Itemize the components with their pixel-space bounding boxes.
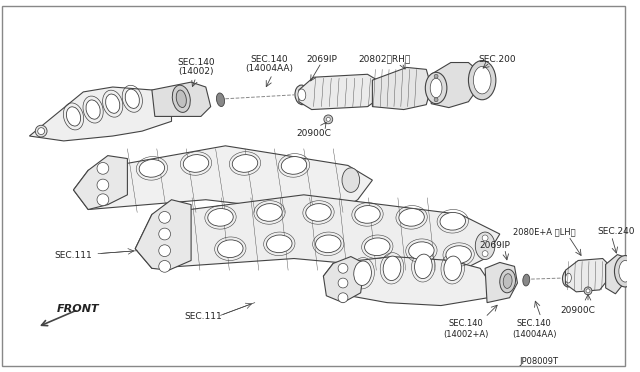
Polygon shape [605, 254, 625, 294]
Polygon shape [135, 195, 500, 273]
Text: 20900C: 20900C [296, 129, 331, 138]
Ellipse shape [298, 89, 306, 101]
Polygon shape [135, 200, 191, 270]
Ellipse shape [316, 235, 341, 253]
Ellipse shape [482, 235, 488, 241]
Ellipse shape [619, 260, 632, 282]
Ellipse shape [399, 209, 424, 226]
Text: (14002): (14002) [179, 67, 214, 76]
Ellipse shape [183, 155, 209, 172]
Ellipse shape [97, 194, 109, 206]
Ellipse shape [523, 274, 530, 286]
Text: (14002+A): (14002+A) [443, 330, 488, 339]
Polygon shape [431, 62, 480, 108]
Ellipse shape [106, 94, 120, 113]
Ellipse shape [440, 212, 465, 230]
Ellipse shape [614, 256, 636, 287]
Polygon shape [299, 74, 378, 110]
Ellipse shape [125, 89, 140, 108]
Polygon shape [323, 257, 490, 305]
Ellipse shape [159, 211, 170, 223]
Ellipse shape [584, 287, 592, 295]
Text: SEC.200: SEC.200 [478, 55, 516, 64]
Ellipse shape [159, 228, 170, 240]
Text: FRONT: FRONT [57, 304, 100, 314]
Polygon shape [152, 82, 211, 116]
Text: SEC.240: SEC.240 [598, 227, 636, 236]
Ellipse shape [338, 278, 348, 288]
Text: 2069IP: 2069IP [479, 241, 510, 250]
Ellipse shape [342, 168, 360, 192]
Ellipse shape [208, 209, 233, 226]
Ellipse shape [586, 289, 590, 293]
Text: SEC.140: SEC.140 [177, 58, 215, 67]
Ellipse shape [67, 107, 81, 126]
Ellipse shape [468, 61, 496, 100]
Ellipse shape [338, 263, 348, 273]
Text: 2069IP: 2069IP [306, 55, 337, 64]
Text: 20900C: 20900C [561, 305, 596, 315]
Text: 2080E+A 〈LH〉: 2080E+A 〈LH〉 [513, 227, 575, 236]
Ellipse shape [139, 160, 164, 177]
Text: (14004AA): (14004AA) [512, 330, 556, 339]
Ellipse shape [354, 261, 371, 285]
Ellipse shape [383, 256, 401, 280]
Ellipse shape [482, 251, 488, 257]
Ellipse shape [409, 242, 434, 260]
Ellipse shape [426, 72, 447, 104]
Ellipse shape [267, 235, 292, 253]
Ellipse shape [446, 246, 472, 263]
Ellipse shape [474, 67, 491, 94]
Ellipse shape [563, 269, 574, 287]
Ellipse shape [97, 163, 109, 174]
Polygon shape [29, 87, 172, 141]
Ellipse shape [476, 232, 495, 260]
Ellipse shape [355, 206, 380, 223]
Ellipse shape [566, 273, 572, 283]
Text: SEC.140: SEC.140 [448, 319, 483, 328]
Ellipse shape [415, 254, 432, 279]
Ellipse shape [159, 245, 170, 257]
Text: SEC.111: SEC.111 [54, 251, 92, 260]
Text: SEC.140: SEC.140 [251, 55, 288, 64]
Polygon shape [74, 155, 127, 209]
Ellipse shape [365, 238, 390, 256]
Polygon shape [74, 146, 372, 214]
Ellipse shape [282, 157, 307, 174]
Ellipse shape [444, 256, 461, 280]
Ellipse shape [38, 128, 45, 135]
Ellipse shape [306, 203, 332, 221]
Text: (14004AA): (14004AA) [246, 64, 294, 74]
Ellipse shape [338, 293, 348, 302]
Text: 20802〈RH〉: 20802〈RH〉 [358, 55, 410, 64]
Ellipse shape [216, 93, 225, 106]
Ellipse shape [500, 269, 515, 293]
Ellipse shape [434, 74, 438, 78]
Ellipse shape [430, 78, 442, 98]
Ellipse shape [218, 240, 243, 257]
Ellipse shape [172, 85, 190, 112]
Text: SEC.140: SEC.140 [516, 319, 552, 328]
Ellipse shape [86, 100, 100, 119]
Ellipse shape [176, 90, 186, 108]
Text: JP08009T: JP08009T [520, 356, 559, 366]
Ellipse shape [35, 125, 47, 137]
Ellipse shape [97, 179, 109, 191]
Ellipse shape [159, 260, 170, 272]
Ellipse shape [295, 85, 308, 105]
Ellipse shape [434, 98, 438, 102]
Ellipse shape [257, 203, 282, 221]
Ellipse shape [232, 155, 258, 172]
Polygon shape [323, 257, 365, 302]
Polygon shape [566, 259, 609, 292]
Ellipse shape [326, 118, 330, 121]
Polygon shape [372, 67, 431, 110]
Ellipse shape [324, 115, 333, 124]
Text: SEC.111: SEC.111 [184, 312, 222, 321]
Polygon shape [485, 262, 518, 302]
Ellipse shape [503, 274, 512, 288]
